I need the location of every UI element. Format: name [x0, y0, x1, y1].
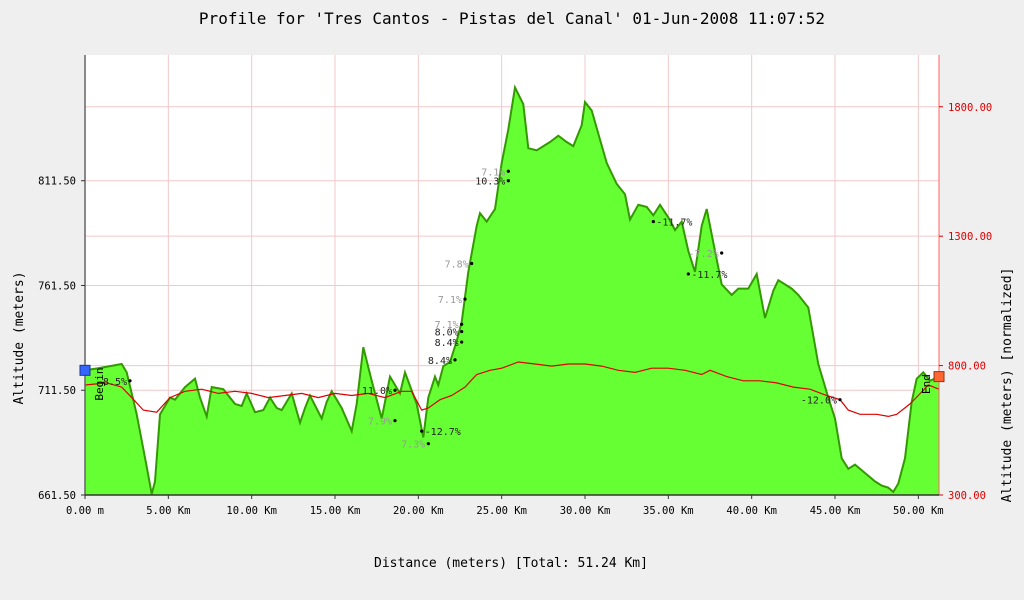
slope-annotation-label: 8.4% [428, 356, 452, 367]
y2-axis-label: Altitude (meters) [normalized] [1000, 268, 1015, 503]
slope-annotations: -8.5%11.0%7.9%-12.7%7.3%8.4%8.4%8.0%7.1%… [97, 167, 842, 451]
annotation-point [393, 419, 397, 423]
end-marker [933, 371, 945, 383]
annotation-point [453, 358, 457, 362]
slope-annotation-label: 8.4% [435, 338, 459, 349]
axes: 0.00 m 5.00 Km 10.00 Km 15.00 Km 20.00 Km 25.… [38, 55, 992, 517]
x-tick-label: 45.00 Km [810, 505, 861, 517]
altitude-area [85, 87, 939, 495]
x-tick-label: 40.00 Km [726, 505, 777, 517]
x-tick-label: 20.00 Km [393, 505, 444, 517]
altitude-line [84, 84, 940, 495]
y-tick-label: 811.50 [38, 176, 76, 188]
normalized-altitude-line [84, 361, 940, 418]
annotation-point [460, 322, 464, 326]
y-tick-label: 761.50 [38, 280, 76, 292]
x-tick-label: 25.00 Km [476, 505, 527, 517]
begin-label: Begin [93, 367, 106, 400]
y2-tick-label: 800.00 [948, 361, 986, 373]
annotation-point [460, 329, 464, 334]
chart-title: Profile for 'Tres Cantos - Pistas del Ca… [199, 9, 825, 28]
annotation-point [460, 340, 464, 344]
annotation-point [506, 169, 510, 173]
slope-annotation-label: 7.1% [438, 295, 462, 306]
begin-marker [79, 364, 91, 376]
annotation-point [470, 261, 474, 266]
annotation-point [686, 272, 690, 276]
slope-annotation-label: 11.0% [362, 386, 392, 397]
y-axis-label: Altitude (meters) [12, 271, 27, 404]
x-tick-label: 0.00 m [66, 505, 104, 517]
slope-annotation-label: 7.3% [401, 440, 425, 451]
x-tick-label: 15.00 Km [310, 505, 361, 517]
annotation-point [720, 251, 724, 255]
route-markers: Begin End [79, 364, 945, 401]
slope-annotation-label: 10.3% [475, 177, 505, 188]
slope-annotation-label: 7.1% [435, 320, 459, 331]
slope-annotation-label: 7.1% [481, 167, 505, 178]
annotation-point [651, 219, 655, 224]
y2-tick-label: 1800.00 [948, 102, 992, 114]
annotation-point [128, 379, 132, 383]
slope-annotation-label: 7.8% [445, 259, 469, 270]
y-tick-label: 711.50 [38, 385, 76, 397]
x-tick-label: 35.00 Km [643, 505, 694, 517]
slope-annotation-label: 7.9% [368, 417, 392, 428]
annotation-point [393, 388, 397, 392]
x-tick-label: 50.00 Km [893, 505, 944, 517]
slope-annotation-label: -12.7% [425, 427, 461, 438]
y-tick-label: 661.50 [38, 490, 76, 502]
y2-tick-label: 300.00 [948, 490, 986, 502]
x-tick-label: 5.00 Km [146, 505, 190, 517]
annotation-point [463, 297, 467, 301]
annotation-point [420, 429, 424, 433]
annotation-point [426, 442, 430, 446]
slope-annotation-label: -7.2% [689, 249, 719, 260]
slope-annotation-label: -11.7% [691, 270, 727, 281]
slope-annotation-label: -11.7% [656, 218, 692, 229]
annotation-point [838, 398, 842, 402]
slope-annotation-label: -8.5% [97, 377, 127, 388]
slope-annotation-label: -12.0% [801, 396, 837, 407]
slope-annotation-label: 8.0% [435, 328, 459, 339]
annotation-point [506, 179, 510, 183]
x-tick-label: 10.00 Km [226, 505, 277, 517]
x-tick-label: 30.00 Km [560, 505, 611, 517]
x-axis-label: Distance (meters) [Total: 51.24 Km] [374, 556, 648, 571]
end-label: End [920, 374, 933, 394]
y2-tick-label: 1300.00 [948, 231, 992, 243]
